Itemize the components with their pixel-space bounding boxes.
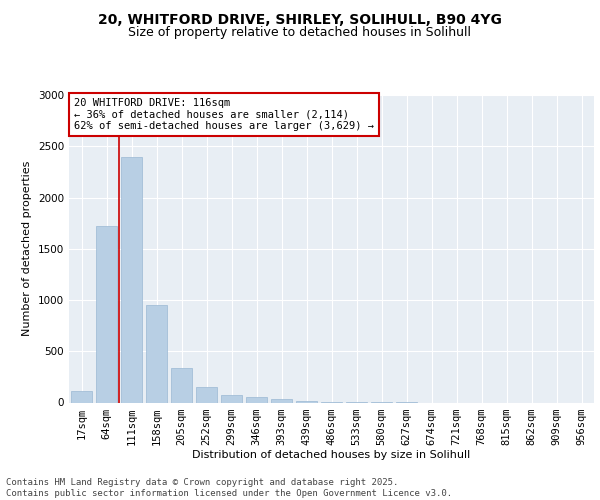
- Text: 20, WHITFORD DRIVE, SHIRLEY, SOLIHULL, B90 4YG: 20, WHITFORD DRIVE, SHIRLEY, SOLIHULL, B…: [98, 12, 502, 26]
- Bar: [221, 395, 242, 402]
- Text: Contains HM Land Registry data © Crown copyright and database right 2025.
Contai: Contains HM Land Registry data © Crown c…: [6, 478, 452, 498]
- X-axis label: Distribution of detached houses by size in Solihull: Distribution of detached houses by size …: [193, 450, 470, 460]
- Bar: [171, 368, 192, 402]
- Bar: [71, 391, 92, 402]
- Text: 20 WHITFORD DRIVE: 116sqm
← 36% of detached houses are smaller (2,114)
62% of se: 20 WHITFORD DRIVE: 116sqm ← 36% of detac…: [74, 98, 374, 132]
- Y-axis label: Number of detached properties: Number of detached properties: [22, 161, 32, 336]
- Bar: [296, 401, 317, 402]
- Bar: [196, 387, 217, 402]
- Text: Size of property relative to detached houses in Solihull: Size of property relative to detached ho…: [128, 26, 472, 39]
- Bar: [271, 400, 292, 402]
- Bar: [146, 305, 167, 402]
- Bar: [246, 398, 267, 402]
- Bar: [121, 156, 142, 402]
- Bar: [96, 226, 117, 402]
